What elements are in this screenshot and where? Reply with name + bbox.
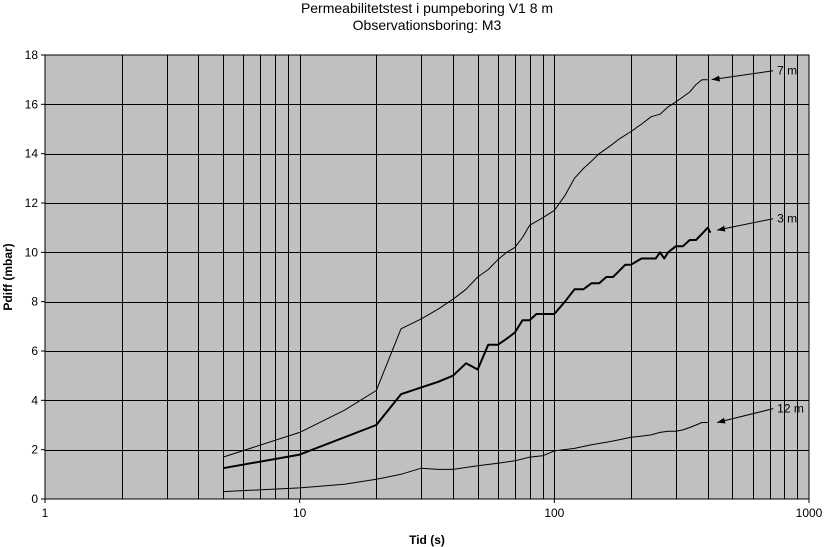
annotation-arrow-12m (716, 408, 774, 424)
y-tick-label: 8 (31, 295, 38, 309)
y-axis-label: Pdiff (mbar) (1, 243, 15, 310)
y-tick-label: 18 (25, 48, 39, 62)
series-line-7m (222, 79, 708, 458)
y-tick-label: 2 (31, 443, 38, 457)
x-axis-label: Tid (s) (409, 533, 445, 547)
y-tick-label: 4 (31, 393, 38, 407)
x-tick-label: 100 (544, 506, 564, 520)
y-tick-label: 0 (31, 492, 38, 506)
x-tick-labels: 1 10 100 1000 (42, 499, 823, 520)
chart-subtitle: Observationsboring: M3 (353, 17, 502, 33)
annotation-arrow-7m (711, 70, 774, 82)
series-line-3m (222, 226, 712, 470)
data-series (222, 79, 712, 493)
chart-title: Permeabilitetstest i pumpeboring V1 8 m (301, 0, 553, 16)
y-tick-label: 16 (25, 97, 39, 111)
y-tick-label: 12 (25, 196, 39, 210)
x-tick-label: 1000 (796, 506, 823, 520)
annotation-label-7m: 7 m (777, 64, 797, 78)
y-tick-label: 14 (25, 147, 39, 161)
y-tick-labels: 0 2 4 6 8 10 12 14 16 18 (25, 48, 45, 506)
y-tick-label: 6 (31, 344, 38, 358)
x-tick-label: 10 (293, 506, 307, 520)
series-line-12m (222, 422, 708, 493)
y-tick-label: 10 (25, 245, 39, 259)
series-annotations: 7 m 3 m 12 m (711, 64, 804, 424)
x-tick-label: 1 (42, 506, 49, 520)
annotation-label-3m: 3 m (777, 212, 797, 226)
annotation-label-12m: 12 m (777, 402, 804, 416)
annotation-arrow-3m (716, 218, 774, 232)
plot-area (44, 54, 810, 500)
